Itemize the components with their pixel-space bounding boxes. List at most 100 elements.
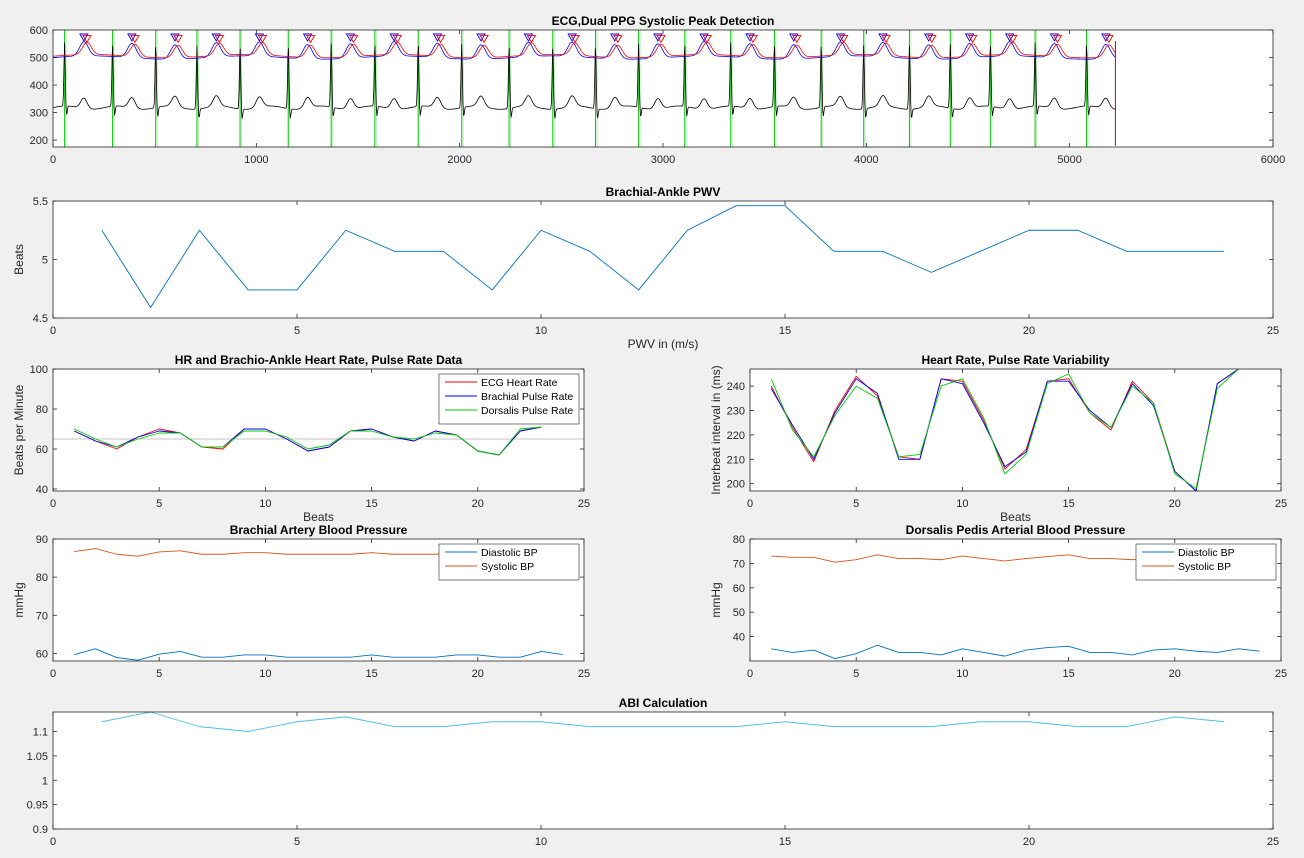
x-tick-label: 5 [853, 498, 859, 510]
brachial-peak-marker [964, 33, 975, 42]
y-tick-label: 300 [30, 108, 48, 120]
axes-frame [749, 368, 1282, 492]
y-tick-label: 80 [36, 572, 48, 584]
x-tick-label: 5 [294, 325, 300, 337]
x-tick-label: 0 [50, 325, 56, 337]
chart-title: ECG,Dual PPG Systolic Peak Detection [552, 14, 775, 28]
x-tick-label: 20 [1169, 668, 1181, 680]
y-tick-label: 60 [36, 648, 48, 660]
x-tick-label: 0 [747, 498, 753, 510]
legend-label: Dorsalis Pulse Rate [481, 405, 573, 417]
brachial-peak-marker [302, 33, 313, 42]
x-tick-label: 10 [956, 498, 968, 510]
x-tick-label: 10 [956, 668, 968, 680]
subplot-pwv: 0 5 10 15 20 25 4.5 5 5.5 Brachial-Ankle PWV PWV i… [12, 185, 1279, 351]
chart-title: HR and Brachio-Ankle Heart Rate, Pulse R… [175, 353, 463, 367]
y-tick-label: 200 [727, 479, 745, 491]
x-tick-label: 0 [747, 668, 753, 680]
dorsalis-peak-marker [881, 34, 891, 44]
y-axis-label: mmHg [709, 582, 723, 617]
legend-label: Brachial Pulse Rate [481, 391, 573, 403]
dorsalis-peak-marker [748, 34, 758, 44]
x-axis-label: PWV in (m/s) [628, 337, 699, 351]
chart-title: Heart Rate, Pulse Rate Variability [921, 353, 1109, 367]
dorsalis-ppg-trace [52, 41, 1116, 59]
dorsalis-peak-marker [348, 34, 359, 44]
brachial-peak-marker [476, 33, 486, 42]
x-tick-label: 10 [535, 836, 547, 848]
y-tick-label: 100 [30, 364, 48, 376]
x-tick-label: 1000 [244, 154, 268, 166]
x-tick-label: 0 [50, 836, 56, 848]
series-diastolic-bp [771, 644, 1260, 660]
x-tick-label: 25 [1267, 836, 1279, 848]
y-tick-label: 70 [36, 610, 48, 622]
series-diastolic-bp [74, 648, 563, 661]
legend-box [1135, 543, 1277, 581]
x-axis-label: Beats [303, 510, 334, 524]
y-tick-label: 70 [733, 558, 745, 570]
subplot-brachial_bp: 0 5 10 15 20 25 60 70 80 90 Brachial Artery Blood … [12, 523, 590, 680]
brachial-peak-marker [1004, 33, 1015, 42]
x-tick-label: 3000 [651, 154, 675, 166]
x-tick-label: 15 [1062, 498, 1074, 510]
legend-label: Systolic BP [481, 561, 534, 573]
brachial-peak-marker [699, 33, 709, 42]
y-tick-label: 0.9 [33, 824, 48, 836]
y-tick-label: 4.5 [33, 313, 48, 325]
x-tick-label: 10 [259, 498, 271, 510]
y-tick-label: 40 [733, 632, 745, 644]
y-tick-label: 1.05 [27, 751, 48, 763]
series-dorsalis-pulse-rate [74, 426, 542, 456]
x-tick-label: 0 [50, 154, 56, 166]
x-tick-label: 0 [50, 668, 56, 680]
x-tick-label: 25 [1275, 668, 1287, 680]
chart-title: ABI Calculation [619, 696, 708, 710]
x-tick-label: 6000 [1261, 154, 1285, 166]
x-tick-label: 25 [1275, 498, 1287, 510]
axes-frame [52, 368, 585, 492]
series-dorsalis [770, 368, 1239, 490]
brachial-ppg-trace [52, 41, 1116, 60]
x-axis-label: Beats [1000, 510, 1031, 524]
axes-frame [52, 200, 1274, 319]
y-tick-label: 40 [36, 484, 48, 496]
dorsalis-peak-marker [526, 34, 537, 44]
axes-frame [749, 538, 1282, 662]
x-tick-label: 15 [779, 325, 791, 337]
x-tick-label: 15 [365, 668, 377, 680]
x-tick-label: 20 [1023, 325, 1035, 337]
brachial-peak-marker [878, 33, 888, 42]
dorsalis-peak-marker [130, 34, 140, 44]
brachial-peak-marker [79, 33, 89, 42]
x-tick-label: 20 [472, 498, 484, 510]
dorsalis-peak-marker [1104, 34, 1114, 44]
y-tick-label: 5.5 [33, 196, 48, 208]
subplot-abi: 0 5 10 15 20 25 0.9 0.95 1 1.05 1.1 ABI Calculation [27, 696, 1280, 848]
y-tick-label: 1.1 [33, 727, 48, 739]
subplot-dorsalis_bp: 0 5 10 15 20 25 40 50 60 70 80 Dorsalis Pedis Arter… [709, 523, 1287, 680]
y-tick-label: 90 [36, 534, 48, 546]
legend: Diastolic BP Systolic BP [1135, 543, 1277, 581]
y-tick-label: 210 [727, 454, 745, 466]
legend: ECG Heart Rate Brachial Pulse Rate Dorsali… [438, 373, 580, 425]
plot-area [53, 30, 1273, 147]
x-tick-label: 20 [472, 668, 484, 680]
y-axis-label: Beats per Minute [12, 384, 26, 475]
x-tick-label: 15 [779, 836, 791, 848]
y-tick-label: 220 [727, 430, 745, 442]
x-tick-label: 15 [365, 498, 377, 510]
subplot-hr: 0 5 10 15 20 25 40 60 80 100 HR and Brachio-Ankle … [12, 353, 590, 524]
dorsalis-peak-marker [173, 34, 183, 44]
x-tick-label: 25 [578, 668, 590, 680]
dorsalis-peak-marker [214, 34, 225, 44]
y-axis-label: Beats [12, 244, 26, 275]
y-tick-label: 200 [30, 135, 48, 147]
x-tick-label: 5 [156, 668, 162, 680]
dorsalis-peak-marker [82, 34, 92, 44]
brachial-peak-marker [835, 33, 846, 42]
x-tick-label: 5000 [1057, 154, 1081, 166]
x-tick-label: 10 [535, 325, 547, 337]
chart-title: Brachial Artery Blood Pressure [230, 523, 408, 537]
